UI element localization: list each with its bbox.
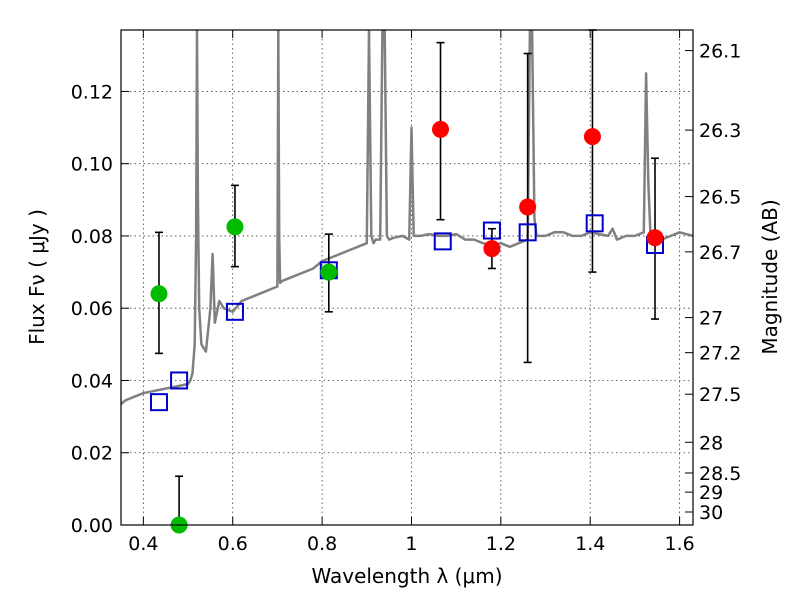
observed-point	[483, 240, 501, 258]
mag-tick-label: 27	[699, 308, 723, 330]
model-point	[149, 393, 168, 412]
x-tick-label: 1	[405, 533, 417, 555]
model-point	[482, 221, 501, 240]
plot-background	[121, 30, 693, 525]
ticks: 0.4 0.6 0.8 1 1.2 1.4 1.6 0.00 0.02 0.04 0.06 0.08 0…	[71, 30, 741, 555]
y-tick-label: 0.10	[71, 154, 113, 176]
y-axis-label: Flux Fν ( μJy )	[25, 209, 49, 345]
markers	[149, 120, 665, 534]
sed-model-line	[121, 30, 693, 405]
mag-tick-label: 26.3	[699, 120, 741, 142]
mag-tick-label: 26.1	[699, 41, 741, 63]
observed-point	[432, 120, 450, 138]
observed-point	[320, 263, 338, 281]
observed-point	[519, 198, 537, 216]
observed-point	[150, 285, 168, 303]
x-tick-label: 0.4	[128, 533, 158, 555]
x-axis-label: Wavelength λ (μm)	[311, 564, 502, 588]
mag-tick-label: 29	[699, 482, 723, 504]
mag-tick-label: 28.5	[699, 463, 741, 485]
y-tick-label: 0.00	[71, 515, 113, 537]
model-point	[518, 223, 537, 242]
model-point	[585, 214, 604, 233]
observed-point	[226, 218, 244, 236]
grid	[121, 30, 693, 526]
model-point	[225, 302, 244, 321]
y-tick-label: 0.04	[71, 370, 113, 392]
x-tick-label: 1.2	[486, 533, 516, 555]
model-point	[433, 232, 452, 251]
mag-tick-label: 27.2	[699, 343, 741, 365]
mag-tick-label: 26.7	[699, 242, 741, 264]
mag-tick-label: 30	[699, 502, 723, 524]
y2-axis-label: Magnitude (AB)	[758, 199, 782, 354]
y-tick-label: 0.08	[71, 226, 113, 248]
x-tick-label: 0.6	[218, 533, 248, 555]
plot-frame	[120, 29, 694, 526]
y-tick-label: 0.06	[71, 298, 113, 320]
mag-tick-label: 26.5	[699, 187, 741, 209]
mag-tick-label: 27.5	[699, 384, 741, 406]
x-tick-label: 1.4	[575, 533, 605, 555]
model-point	[170, 371, 189, 390]
mag-tick-label: 28	[699, 432, 723, 454]
y-tick-label: 0.12	[71, 81, 113, 103]
x-tick-label: 0.8	[307, 533, 337, 555]
y-tick-label: 0.02	[71, 443, 113, 465]
observed-point	[646, 229, 664, 247]
data-layer	[121, 30, 693, 405]
observed-point	[583, 128, 601, 146]
x-tick-label: 1.6	[664, 533, 694, 555]
